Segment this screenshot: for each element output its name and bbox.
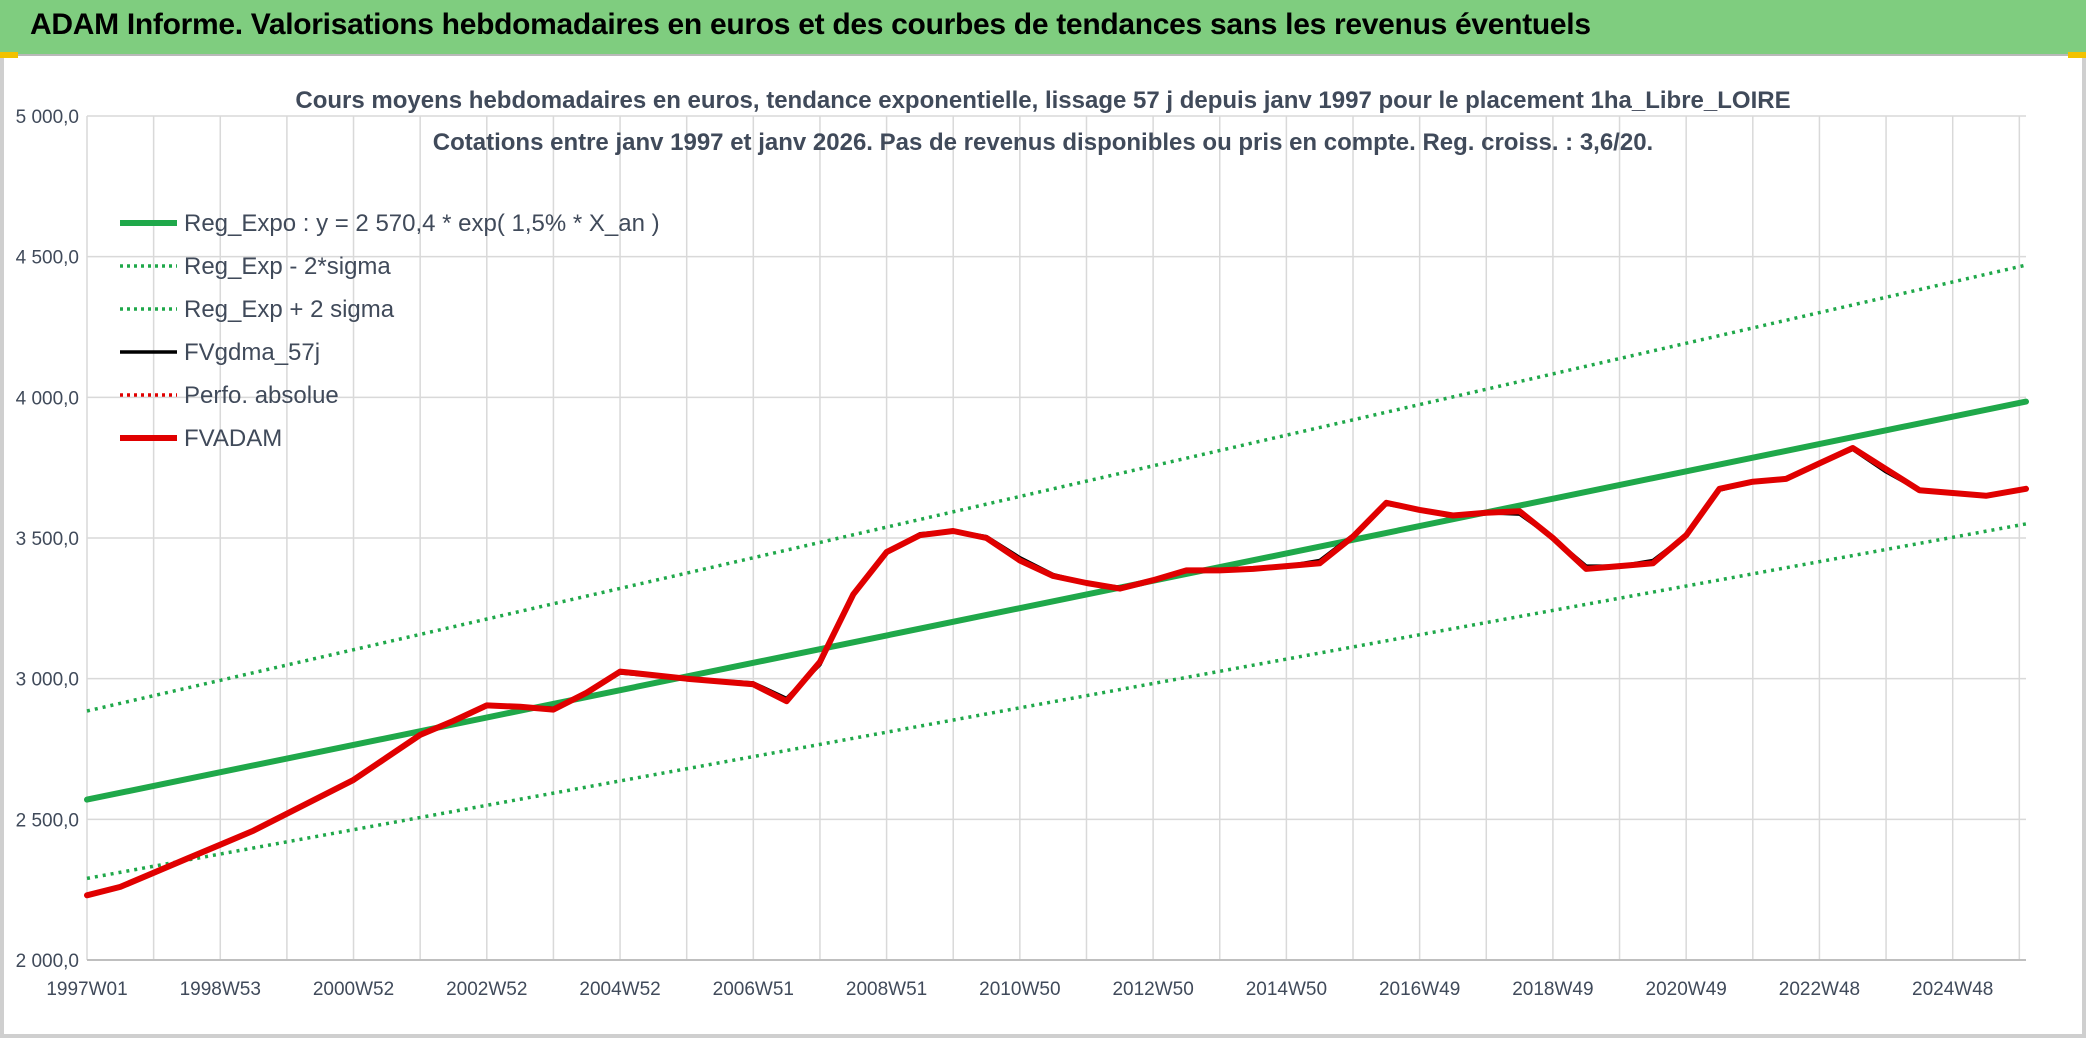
x-tick-label: 2016W49 xyxy=(1379,979,1460,1000)
corner-marker-right xyxy=(2068,52,2086,58)
x-tick-label: 2012W50 xyxy=(1112,979,1193,1000)
x-tick-label: 2000W52 xyxy=(313,979,394,1000)
chart-legend: Reg_Expo : y = 2 570,4 * exp( 1,5% * X_a… xyxy=(120,210,660,452)
y-tick-label: 3 500,0 xyxy=(16,529,79,550)
line-chart: 2 000,0 2 500,0 3 000,0 3 500,0 4 000,0 4 500… xyxy=(16,87,2029,1000)
x-tick-label: 1997W01 xyxy=(46,979,127,1000)
report-title: ADAM Informe. Valorisations hebdomadaire… xyxy=(30,8,1591,41)
chart-axes: 2 000,0 2 500,0 3 000,0 3 500,0 4 000,0 4 500… xyxy=(16,107,2026,1000)
x-tick-label: 2018W49 xyxy=(1512,979,1593,1000)
legend-label: Reg_Exp + 2 sigma xyxy=(184,296,395,323)
corner-marker-left xyxy=(0,52,18,58)
x-tick-label: 2022W48 xyxy=(1779,979,1860,1000)
y-tick-label: 4 000,0 xyxy=(16,388,79,409)
y-tick-label: 2 000,0 xyxy=(16,951,79,972)
chart-grid xyxy=(86,115,2026,961)
legend-label: Reg_Exp - 2*sigma xyxy=(184,253,391,280)
chart-title: Cours moyens hebdomadaires en euros, ten… xyxy=(295,87,1790,114)
x-tick-label: 2020W49 xyxy=(1646,979,1727,1000)
x-tick-label: 2014W50 xyxy=(1246,979,1327,1000)
series-line-2 xyxy=(86,263,2027,713)
y-tick-label: 4 500,0 xyxy=(16,248,79,269)
series-line-5 xyxy=(84,445,2029,899)
x-tick-label: 2002W52 xyxy=(446,979,527,1000)
chart-series xyxy=(84,263,2029,899)
series-line-1 xyxy=(86,522,2027,881)
chart-subtitle: Cotations entre janv 1997 et janv 2026. … xyxy=(433,129,1653,156)
legend-label: Perfo. absolue xyxy=(184,382,339,409)
series-line-3 xyxy=(85,447,2028,898)
x-tick-label: 2006W51 xyxy=(713,979,794,1000)
x-tick-label: 2004W52 xyxy=(579,979,660,1000)
series-line-0 xyxy=(84,398,2029,803)
x-tick-label: 2010W50 xyxy=(979,979,1060,1000)
y-tick-label: 2 500,0 xyxy=(16,810,79,831)
x-tick-label: 1998W53 xyxy=(180,979,261,1000)
legend-label: Reg_Expo : y = 2 570,4 * exp( 1,5% * X_a… xyxy=(184,210,660,237)
y-tick-label: 3 000,0 xyxy=(16,670,79,691)
legend-label: FVADAM xyxy=(184,425,282,452)
x-tick-label: 2024W48 xyxy=(1912,979,1993,1000)
x-tick-label: 2008W51 xyxy=(846,979,927,1000)
legend-label: FVgdma_57j xyxy=(184,339,320,366)
report-banner: ADAM Informe. Valorisations hebdomadaire… xyxy=(0,0,2086,56)
y-tick-label: 5 000,0 xyxy=(16,107,79,128)
